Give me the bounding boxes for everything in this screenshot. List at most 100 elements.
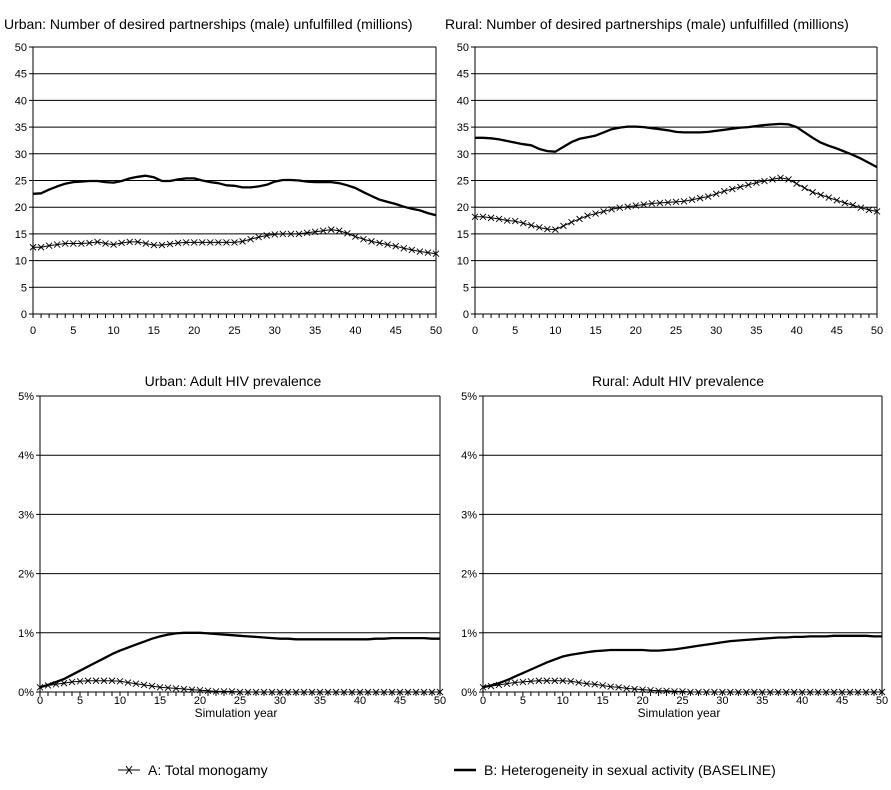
- data-point-marker: [655, 687, 662, 695]
- data-point-marker: [436, 688, 444, 696]
- x-tick-label: 40: [790, 325, 802, 337]
- data-point-marker: [29, 243, 37, 251]
- data-point-marker: [503, 217, 511, 224]
- x-tick-label: 5: [77, 695, 83, 707]
- y-tick-label: 1%: [461, 628, 477, 640]
- data-point-marker: [45, 242, 53, 249]
- data-point-marker: [656, 199, 664, 207]
- data-point-marker: [591, 680, 599, 688]
- data-point-marker: [380, 688, 388, 696]
- data-point-marker: [671, 688, 678, 695]
- y-tick-label: 0%: [461, 687, 477, 699]
- data-point-marker: [608, 206, 615, 213]
- data-point-marker: [640, 201, 648, 208]
- y-tick-label: 4%: [461, 450, 477, 462]
- y-tick-label: 25: [457, 176, 469, 188]
- data-point-marker: [712, 190, 720, 198]
- data-point-marker: [252, 688, 260, 696]
- data-point-marker: [376, 239, 383, 247]
- data-point-marker: [878, 688, 886, 696]
- y-tick-label: 50: [457, 42, 469, 54]
- data-point-marker: [174, 239, 182, 247]
- data-point-marker: [623, 685, 630, 692]
- data-point-marker: [260, 688, 268, 696]
- legend-item-b: B: Heterogeneity in sexual activity (BAS…: [454, 762, 776, 778]
- data-point-marker: [806, 688, 814, 696]
- data-point-marker: [857, 204, 865, 212]
- data-point-marker: [854, 688, 862, 696]
- data-point-marker: [108, 677, 116, 685]
- data-point-marker: [862, 688, 870, 696]
- data-point-marker: [599, 682, 607, 689]
- data-point-marker: [552, 226, 559, 233]
- x-tick-label: 20: [636, 695, 648, 707]
- x-tick-label: 20: [188, 325, 200, 337]
- data-point-marker: [392, 242, 400, 250]
- x-tick-label: 15: [597, 695, 609, 707]
- data-point-marker: [632, 202, 640, 209]
- data-point-marker: [753, 179, 760, 186]
- data-point-marker: [758, 688, 766, 696]
- x-tick-label: 5: [520, 695, 526, 707]
- data-point-marker: [142, 240, 150, 247]
- y-tick-label: 40: [15, 95, 27, 107]
- data-point-marker: [798, 688, 806, 696]
- data-point-marker: [838, 688, 846, 696]
- data-point-marker: [292, 688, 300, 696]
- x-tick-label: 45: [390, 325, 402, 337]
- x-axis-label: Simulation year: [195, 706, 278, 720]
- data-point-marker: [94, 238, 101, 246]
- data-point-marker: [777, 174, 784, 182]
- y-tick-label: 3%: [461, 509, 477, 521]
- series-line-b: [482, 634, 882, 689]
- data-point-marker: [584, 212, 591, 220]
- data-point-marker: [124, 679, 132, 686]
- data-point-marker: [814, 688, 822, 696]
- x-tick-label: 50: [871, 325, 883, 337]
- x-tick-label: 35: [756, 695, 768, 707]
- data-point-marker: [78, 240, 85, 247]
- y-tick-label: 2%: [18, 569, 34, 581]
- data-point-marker: [428, 688, 436, 696]
- y-tick-label: 35: [15, 122, 27, 134]
- data-point-marker: [576, 215, 583, 223]
- x-tick-label: 0: [480, 695, 486, 707]
- data-point-marker: [583, 680, 591, 688]
- legend: A: Total monogamy B: Heterogeneity in se…: [118, 762, 776, 778]
- data-point-marker: [311, 228, 319, 236]
- legend-label-a: A: Total monogamy: [148, 762, 268, 778]
- data-point-marker: [396, 688, 404, 696]
- y-tick-label: 45: [15, 69, 27, 81]
- data-point-marker: [769, 176, 776, 183]
- data-point-marker: [116, 678, 124, 685]
- data-point-marker: [495, 215, 503, 223]
- data-point-marker: [487, 214, 495, 222]
- data-point-marker: [244, 688, 252, 696]
- series-line-a: [39, 680, 440, 693]
- data-point-marker: [344, 230, 351, 237]
- data-point-marker: [132, 680, 140, 688]
- x-tick-label: 50: [430, 325, 442, 337]
- y-tick-label: 5%: [18, 391, 34, 403]
- data-point-marker: [134, 238, 142, 246]
- data-point-marker: [231, 239, 238, 246]
- y-tick-label: 5: [21, 282, 27, 294]
- data-point-marker: [150, 241, 158, 249]
- data-point-marker: [228, 688, 236, 695]
- data-point-marker: [743, 688, 750, 696]
- data-point-marker: [735, 688, 742, 696]
- data-point-marker: [519, 678, 527, 686]
- data-point-marker: [672, 198, 680, 206]
- x-tick-label: 30: [710, 325, 722, 337]
- data-point-marker: [695, 688, 702, 696]
- data-point-marker: [100, 677, 108, 685]
- y-tick-label: 2%: [461, 569, 477, 581]
- data-point-marker: [295, 230, 303, 238]
- data-point-marker: [841, 199, 849, 207]
- data-point-marker: [567, 678, 575, 685]
- data-point-marker: [158, 241, 166, 249]
- data-point-marker: [400, 244, 408, 252]
- data-point-marker: [68, 678, 76, 686]
- panel-urban-hiv: Urban: Adult HIV prevalence Simulation y…: [18, 373, 446, 720]
- data-point-marker: [727, 688, 734, 696]
